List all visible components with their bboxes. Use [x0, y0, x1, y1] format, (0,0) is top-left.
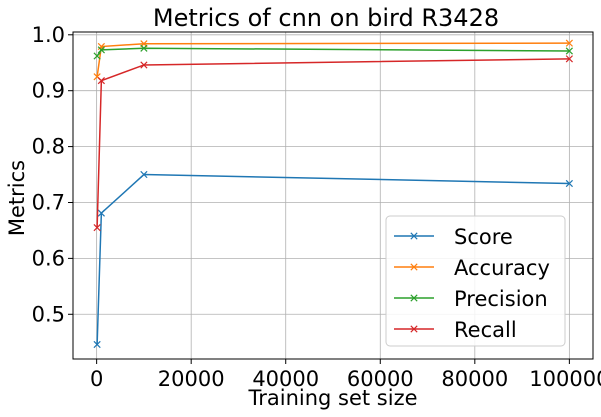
x-axis-label: Training set size: [247, 386, 417, 410]
series-score: [93, 170, 573, 349]
legend: Score Accuracy Precision Recall: [385, 215, 566, 347]
y-axis-ticks: 0.5 0.6 0.7 0.8 0.9 1.0: [32, 23, 73, 326]
series-line: [96, 42, 570, 77]
legend-entry: Score: [394, 225, 513, 249]
series-layer: [93, 39, 573, 349]
data-point: [565, 47, 573, 55]
legend-label: Recall: [454, 318, 517, 342]
chart-title: Metrics of cnn on bird R3428: [153, 4, 499, 32]
data-point: [97, 42, 105, 51]
y-tick-label: 0.5: [32, 302, 65, 326]
series-line: [96, 47, 570, 57]
y-tick-label: 0.8: [32, 135, 65, 159]
data-point: [565, 39, 573, 47]
data-point: [93, 52, 101, 60]
data-point: [565, 55, 573, 63]
legend-entry: Accuracy: [394, 256, 550, 280]
y-tick-label: 0.9: [32, 79, 65, 103]
data-point: [93, 340, 101, 349]
x-tick-label: 20000: [158, 367, 225, 391]
legend-entry: Precision: [394, 287, 548, 311]
legend-marker: [410, 325, 418, 333]
data-point: [140, 170, 148, 179]
data-point: [140, 44, 148, 52]
legend-marker: [410, 232, 418, 240]
data-point: [93, 224, 101, 232]
series-line: [96, 173, 570, 345]
x-tick-label: 0: [90, 367, 103, 391]
y-tick-label: 0.7: [32, 190, 65, 214]
x-tick-label: 40000: [252, 367, 319, 391]
series-recall: [93, 55, 573, 232]
x-tick-label: 80000: [441, 367, 508, 391]
legend-marker: [410, 294, 418, 302]
plot-frame: [72, 31, 594, 360]
data-point: [97, 46, 105, 54]
y-tick-label: 1.0: [32, 23, 65, 47]
legend-entry: Recall: [394, 318, 517, 342]
legend-box: [385, 215, 566, 347]
legend-label: Precision: [454, 287, 548, 311]
series-line: [96, 58, 570, 228]
legend-label: Accuracy: [454, 256, 550, 280]
data-point: [97, 209, 105, 217]
grid: [73, 32, 593, 359]
data-point: [97, 77, 105, 85]
legend-label: Score: [454, 225, 513, 249]
series-precision: [93, 44, 573, 60]
y-tick-label: 0.6: [32, 246, 65, 270]
data-point: [140, 61, 148, 69]
legend-marker: [410, 263, 418, 271]
y-axis-label: Metrics: [5, 160, 29, 236]
x-tick-label: 60000: [347, 367, 414, 391]
data-point: [565, 179, 573, 188]
